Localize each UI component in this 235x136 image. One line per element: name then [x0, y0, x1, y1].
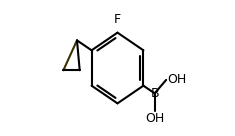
Text: F: F: [114, 13, 121, 26]
Text: OH: OH: [168, 73, 187, 86]
Text: B: B: [150, 87, 159, 100]
Text: OH: OH: [145, 112, 164, 125]
